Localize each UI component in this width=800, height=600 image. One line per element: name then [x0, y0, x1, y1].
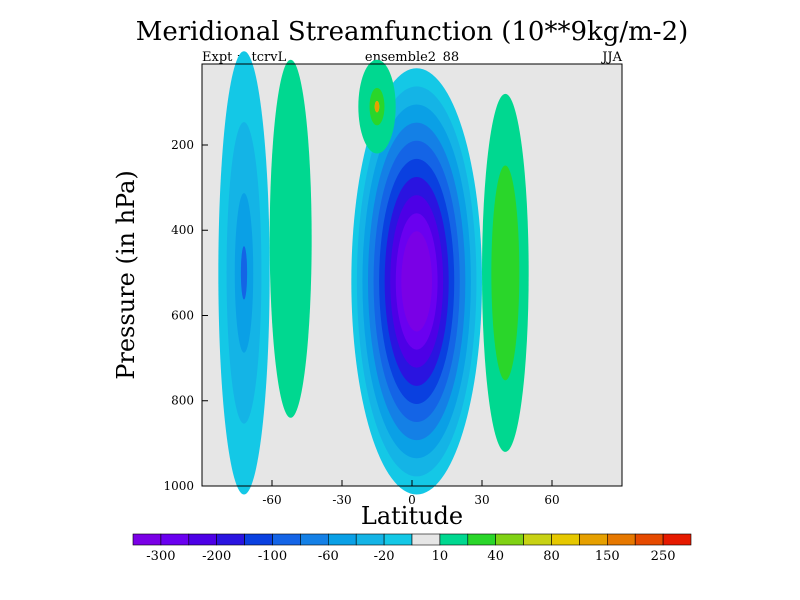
colorbar-swatch: [551, 533, 580, 546]
colorbar-label: 80: [543, 549, 560, 564]
ferrel-cell-north: [482, 93, 529, 452]
colorbar-swatch: [495, 533, 524, 546]
y-tick-label: 1000: [163, 479, 194, 493]
colorbar-swatch: [383, 533, 413, 546]
contour-fill-layer: [202, 51, 622, 495]
colorbar-swatch: [662, 533, 692, 546]
contour-band: [240, 246, 248, 300]
ensemble-label: ensemble2_88: [365, 50, 459, 65]
x-axis-ticks: -60 -30 0 30 60: [262, 480, 560, 507]
colorbar-swatch: [355, 533, 385, 546]
colorbar-label: -300: [146, 549, 175, 564]
x-tick-label: -30: [332, 493, 351, 507]
contour-band: [491, 165, 520, 381]
upper-cell-south: [358, 59, 396, 154]
colorbar-swatch: [327, 533, 357, 546]
colorbar-label: -100: [258, 549, 287, 564]
colorbar-swatch: [160, 533, 190, 546]
y-axis-ticks: 200 400 600 800 1000: [163, 138, 208, 493]
colorbar-swatch: [272, 533, 301, 546]
colorbar-label: -60: [318, 549, 339, 564]
colorbar-label: 40: [487, 549, 504, 564]
colorbar: [132, 533, 692, 546]
x-tick-label: 0: [408, 493, 416, 507]
colorbar-label: -20: [374, 549, 395, 564]
y-tick-label: 600: [171, 308, 194, 322]
chart-title: Meridional Streamfunction (10**9kg/m-2): [136, 17, 689, 47]
x-tick-label: -60: [262, 493, 281, 507]
x-axis-label: Latitude: [361, 502, 463, 530]
hadley-cell-south: [351, 68, 482, 495]
colorbar-swatch: [244, 533, 273, 546]
colorbar-swatch: [188, 533, 218, 546]
colorbar-swatch: [132, 533, 162, 546]
colorbar-swatch: [439, 533, 469, 546]
contour-band: [269, 59, 312, 418]
colorbar-label: -200: [202, 549, 231, 564]
ferrel-cell-south: [269, 59, 312, 418]
season-label: JJA: [600, 50, 622, 65]
colorbar-swatch: [634, 533, 664, 546]
x-tick-label: 60: [544, 493, 559, 507]
y-tick-label: 400: [171, 223, 194, 237]
colorbar-swatch: [467, 533, 496, 546]
colorbar-swatch: [579, 533, 608, 546]
polar-cell-south: [218, 51, 270, 495]
colorbar-label: 250: [651, 549, 676, 564]
colorbar-labels: -300 -200 -100 -60 -20 10 40 80 150 250: [146, 549, 675, 564]
y-axis-label: Pressure (in hPa): [112, 170, 140, 380]
colorbar-swatch: [216, 533, 245, 546]
contour-band: [374, 100, 380, 113]
contour-band: [401, 231, 433, 332]
colorbar-label: 150: [595, 549, 620, 564]
x-tick-label: 30: [474, 493, 489, 507]
y-tick-label: 800: [171, 394, 194, 408]
colorbar-swatch: [606, 533, 636, 546]
colorbar-swatch: [523, 533, 552, 546]
colorbar-swatch: [411, 533, 441, 546]
y-tick-label: 200: [171, 138, 194, 152]
colorbar-swatch: [300, 533, 329, 546]
colorbar-label: 10: [432, 549, 449, 564]
